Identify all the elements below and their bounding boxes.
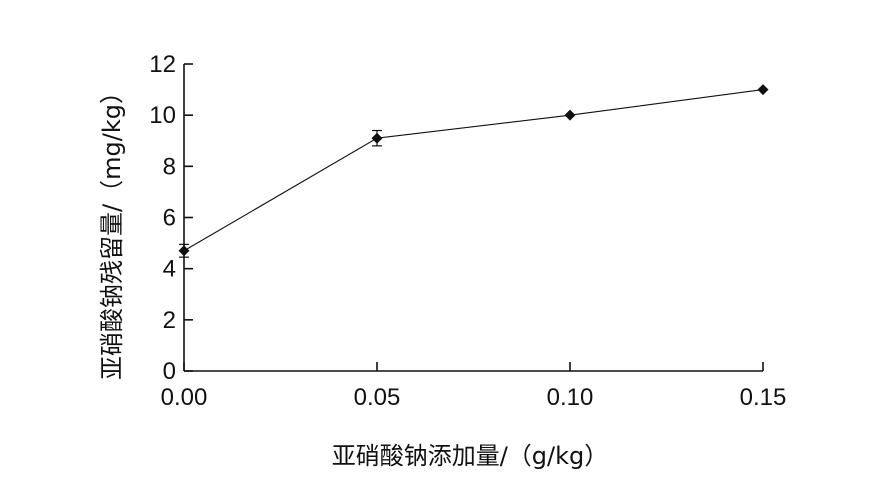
- data-point: [178, 245, 190, 257]
- x-ticks: 0.00 0.05 0.10 0.15: [161, 362, 787, 411]
- y-ticks: 0 2 4 6 8 10 12: [149, 51, 193, 385]
- x-tick-label: 0.10: [547, 384, 594, 411]
- y-tick-label: 6: [163, 205, 176, 232]
- x-tick-label: 0.00: [161, 384, 208, 411]
- x-tick-label: 0.15: [740, 384, 787, 411]
- axes: [183, 64, 763, 372]
- y-tick-label: 12: [149, 51, 176, 78]
- x-axis-title: 亚硝酸钠添加量/（g/kg）: [332, 442, 609, 470]
- y-tick-label: 10: [149, 102, 176, 129]
- y-tick-label: 0: [163, 358, 176, 385]
- data-point: [371, 132, 383, 144]
- y-axis-title: 亚硝酸钠残留量/（mg/kg）: [98, 80, 126, 380]
- x-tick-label: 0.05: [354, 384, 401, 411]
- series-line: [183, 89, 764, 252]
- y-tick-label: 4: [163, 256, 176, 283]
- y-tick-label: 8: [163, 153, 176, 180]
- series-group: [178, 84, 769, 258]
- y-tick-label: 2: [163, 307, 176, 334]
- data-point: [564, 109, 576, 121]
- data-point: [757, 84, 769, 96]
